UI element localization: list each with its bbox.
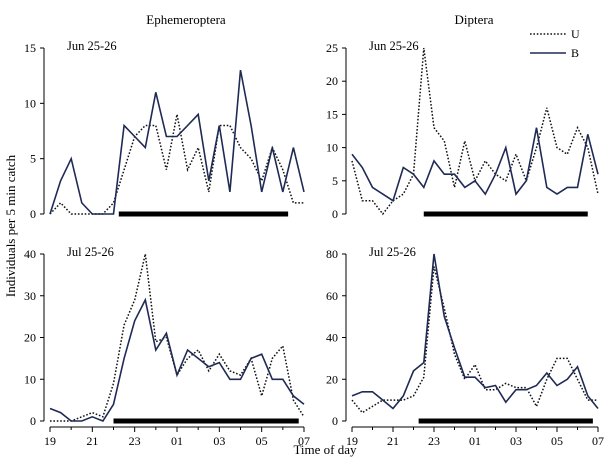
panel-label: Jul 25-26: [67, 245, 114, 259]
y-tick-label: 10: [326, 141, 338, 155]
series-u-line: [49, 114, 304, 215]
y-tick-label: 40: [24, 247, 36, 261]
x-tick-label: 05: [256, 434, 268, 448]
x-tick-label: 01: [171, 434, 183, 448]
x-tick-label: 03: [510, 434, 522, 448]
y-axis-title: Individuals per 5 min catch: [3, 154, 18, 297]
panel-label: Jun 25-26: [369, 39, 419, 53]
legend-label-b: B: [571, 46, 579, 60]
y-tick-label: 25: [326, 41, 338, 55]
panel-dip_jun: 0 5 10 15 20 25 Jun 25-26: [326, 39, 599, 221]
night-bar: [418, 418, 593, 424]
column-title-diptera: Diptera: [455, 12, 494, 27]
series-u-line: [50, 253, 305, 422]
night-bar: [113, 418, 299, 424]
legend: U B: [530, 27, 580, 60]
y-tick-label: 5: [332, 174, 338, 188]
night-bar: [423, 211, 588, 217]
y-tick-label: 20: [326, 372, 338, 386]
panel-eph_jun: 0 5 10 15 Jun 25-26: [24, 39, 305, 221]
series-b-line: [351, 253, 599, 410]
x-tick-label: 19: [44, 434, 56, 448]
series-b-line: [49, 69, 305, 215]
legend-label-u: U: [571, 27, 580, 41]
x-tick-label: 03: [213, 434, 225, 448]
column-title-ephemeroptera: Ephemeroptera: [146, 12, 226, 27]
y-tick-label: 80: [326, 247, 338, 261]
x-tick-label: 23: [129, 434, 141, 448]
panel-dip_jul: 0 20 40 60 80 19 21 23 01 03 05 07 Jul 25-26: [326, 245, 604, 448]
night-bar: [118, 211, 289, 217]
x-tick-label: 07: [592, 434, 604, 448]
y-tick-label: 10: [24, 372, 36, 386]
y-tick-label: 30: [24, 289, 36, 303]
y-tick-label: 40: [326, 331, 338, 345]
x-axis-title: Time of day: [293, 442, 357, 457]
x-tick-label: 21: [387, 434, 399, 448]
y-tick-label: 15: [24, 41, 36, 55]
series-u-line: [351, 47, 599, 216]
y-tick-label: 15: [326, 107, 338, 121]
x-tick-label: 19: [346, 434, 358, 448]
y-tick-label: 10: [24, 96, 36, 110]
y-tick-label: 20: [326, 74, 338, 88]
panel-label: Jun 25-26: [67, 39, 117, 53]
x-tick-label: 23: [428, 434, 440, 448]
series-b-line: [351, 127, 599, 202]
series-u-line: [351, 266, 598, 414]
y-tick-label: 0: [30, 207, 36, 221]
y-tick-label: 5: [30, 152, 36, 166]
x-tick-label: 05: [551, 434, 563, 448]
panel-eph_jul: 0 10 20 30 40 19 21 23 01 03 05 07 Jul 25-26: [24, 245, 310, 448]
y-tick-label: 0: [30, 414, 36, 428]
y-tick-label: 0: [332, 207, 338, 221]
x-tick-label: 07: [298, 434, 310, 448]
y-tick-label: 20: [24, 331, 36, 345]
x-tick-label: 01: [469, 434, 481, 448]
series-b-line: [49, 297, 305, 422]
y-tick-label: 60: [326, 289, 338, 303]
y-tick-label: 0: [332, 414, 338, 428]
x-tick-label: 21: [86, 434, 98, 448]
panel-label: Jul 25-26: [369, 245, 416, 259]
